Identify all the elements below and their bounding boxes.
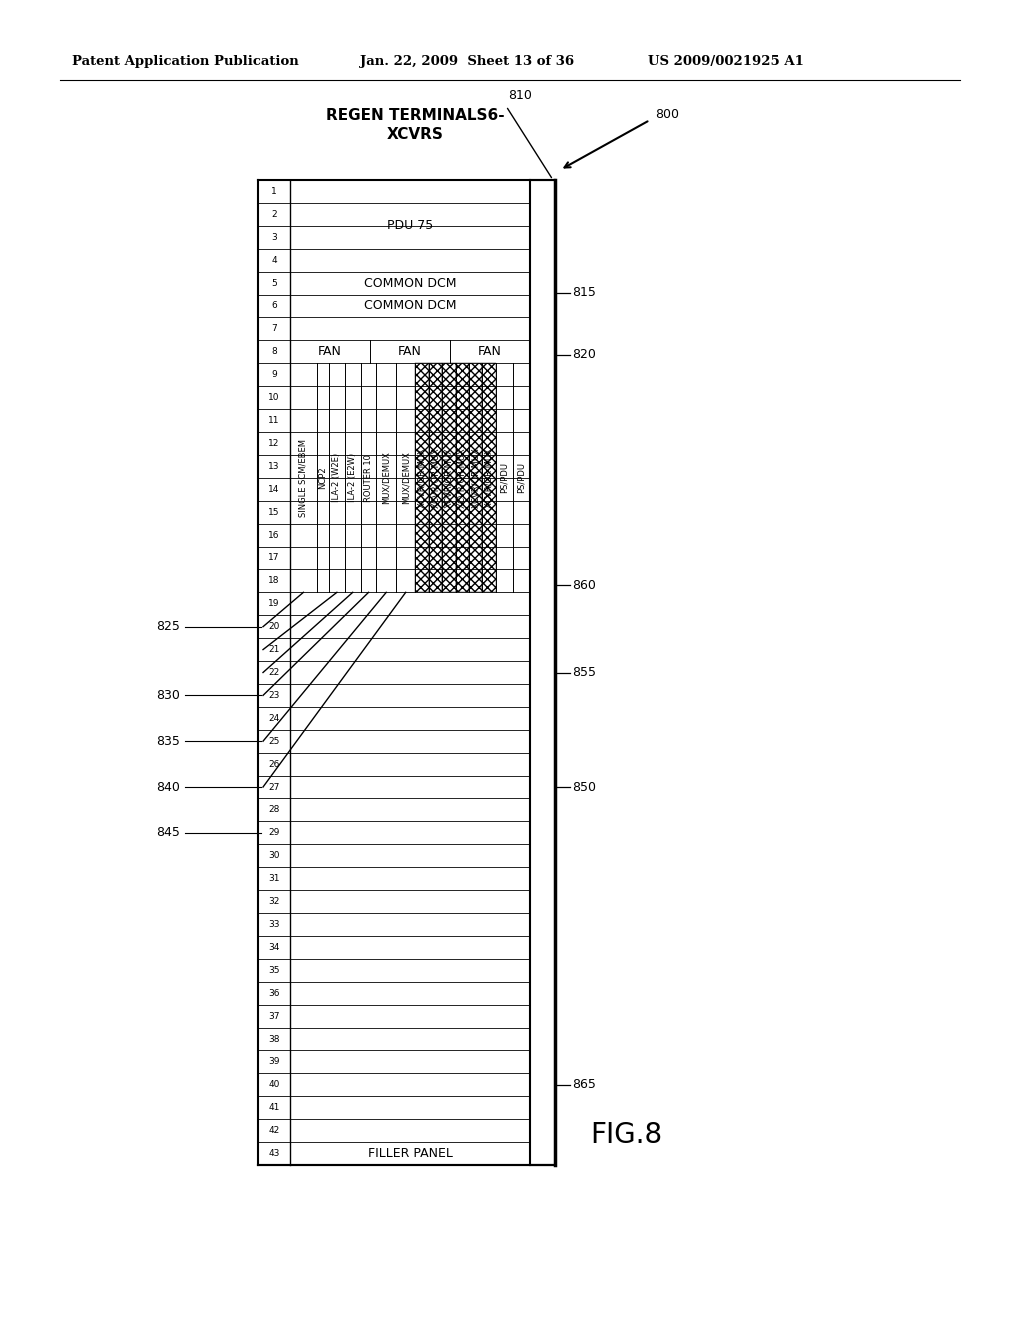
Bar: [482, 363, 496, 593]
Text: 38: 38: [268, 1035, 280, 1044]
Text: 820: 820: [572, 348, 596, 362]
Text: 845: 845: [156, 826, 180, 840]
Text: FAN: FAN: [318, 346, 342, 358]
Bar: [442, 363, 456, 593]
Text: XCVR/OR MUX: XCVR/OR MUX: [458, 447, 467, 508]
Text: ROUTER 10: ROUTER 10: [365, 454, 373, 502]
Text: 10: 10: [268, 393, 280, 403]
Text: 36: 36: [268, 989, 280, 998]
Text: 2: 2: [271, 210, 276, 219]
Text: XCVR/OR MUX: XCVR/OR MUX: [444, 447, 454, 508]
Text: 40: 40: [268, 1080, 280, 1089]
Text: 840: 840: [156, 780, 180, 793]
Text: 12: 12: [268, 440, 280, 447]
Text: 22: 22: [268, 668, 280, 677]
Text: XCVR/OR MUX: XCVR/OR MUX: [431, 447, 440, 508]
Text: 11: 11: [268, 416, 280, 425]
Text: FAN: FAN: [398, 346, 422, 358]
Text: 33: 33: [268, 920, 280, 929]
Text: 21: 21: [268, 645, 280, 655]
Text: Patent Application Publication: Patent Application Publication: [72, 55, 299, 69]
Text: 17: 17: [268, 553, 280, 562]
Text: NCP2: NCP2: [318, 466, 328, 490]
Text: COMMON DCM: COMMON DCM: [364, 277, 457, 289]
Text: COMMON DCM: COMMON DCM: [364, 300, 457, 313]
Text: REGEN TERMINALS6-
XCVRS: REGEN TERMINALS6- XCVRS: [326, 108, 504, 141]
Bar: [456, 363, 469, 593]
Bar: [429, 363, 442, 593]
Text: 855: 855: [572, 667, 596, 678]
Text: 31: 31: [268, 874, 280, 883]
Text: 18: 18: [268, 577, 280, 585]
Text: 43: 43: [268, 1148, 280, 1158]
Text: 26: 26: [268, 759, 280, 768]
Text: 9: 9: [271, 370, 276, 379]
Text: 23: 23: [268, 690, 280, 700]
Text: Jan. 22, 2009  Sheet 13 of 36: Jan. 22, 2009 Sheet 13 of 36: [360, 55, 574, 69]
Text: FILLER PANEL: FILLER PANEL: [368, 1147, 453, 1160]
Text: XCVR/OR MUX: XCVR/OR MUX: [418, 447, 427, 508]
Text: PS/PDU: PS/PDU: [517, 462, 526, 494]
Text: 6: 6: [271, 301, 276, 310]
Text: 4: 4: [271, 256, 276, 265]
Text: 5: 5: [271, 279, 276, 288]
Text: 32: 32: [268, 898, 280, 906]
Text: 7: 7: [271, 325, 276, 334]
Text: 815: 815: [572, 286, 596, 300]
Text: 24: 24: [268, 714, 280, 723]
Text: PS/PDU: PS/PDU: [500, 462, 509, 494]
Text: 16: 16: [268, 531, 280, 540]
Text: 14: 14: [268, 484, 280, 494]
Bar: [416, 363, 429, 593]
Text: 3: 3: [271, 232, 276, 242]
Text: FIG.8: FIG.8: [590, 1121, 663, 1148]
Text: 865: 865: [572, 1078, 596, 1092]
Text: FAN: FAN: [478, 346, 502, 358]
Text: 25: 25: [268, 737, 280, 746]
Text: PDU 75: PDU 75: [387, 219, 433, 232]
Text: 1: 1: [271, 187, 276, 195]
Text: XCVR/OR MUX: XCVR/OR MUX: [484, 447, 494, 508]
Text: 41: 41: [268, 1104, 280, 1113]
Text: 29: 29: [268, 829, 280, 837]
Text: ILA-2 (W2E): ILA-2 (W2E): [333, 453, 341, 503]
Text: 30: 30: [268, 851, 280, 861]
Text: 835: 835: [156, 735, 180, 747]
Text: 810: 810: [508, 88, 531, 102]
Text: 27: 27: [268, 783, 280, 792]
Text: 19: 19: [268, 599, 280, 609]
Text: 42: 42: [268, 1126, 280, 1135]
Text: 28: 28: [268, 805, 280, 814]
Text: 35: 35: [268, 966, 280, 974]
Bar: [469, 363, 482, 593]
Text: SINGLE SCM/EBEM: SINGLE SCM/EBEM: [299, 438, 308, 517]
Text: 825: 825: [156, 620, 180, 634]
Text: 20: 20: [268, 622, 280, 631]
Text: ILA-2 (E2W): ILA-2 (E2W): [348, 453, 357, 503]
Text: 8: 8: [271, 347, 276, 356]
Text: 39: 39: [268, 1057, 280, 1067]
Text: US 2009/0021925 A1: US 2009/0021925 A1: [648, 55, 804, 69]
Text: 830: 830: [156, 689, 180, 702]
Text: 860: 860: [572, 579, 596, 591]
Text: 800: 800: [655, 108, 679, 121]
Text: XCVR/OR MUX: XCVR/OR MUX: [471, 447, 480, 508]
Text: 850: 850: [572, 780, 596, 793]
Text: 37: 37: [268, 1011, 280, 1020]
Text: 34: 34: [268, 942, 280, 952]
Text: MUX/DEMUX: MUX/DEMUX: [401, 451, 411, 504]
Text: 13: 13: [268, 462, 280, 471]
Text: MUX/DEMUX: MUX/DEMUX: [382, 451, 391, 504]
Text: 15: 15: [268, 508, 280, 516]
